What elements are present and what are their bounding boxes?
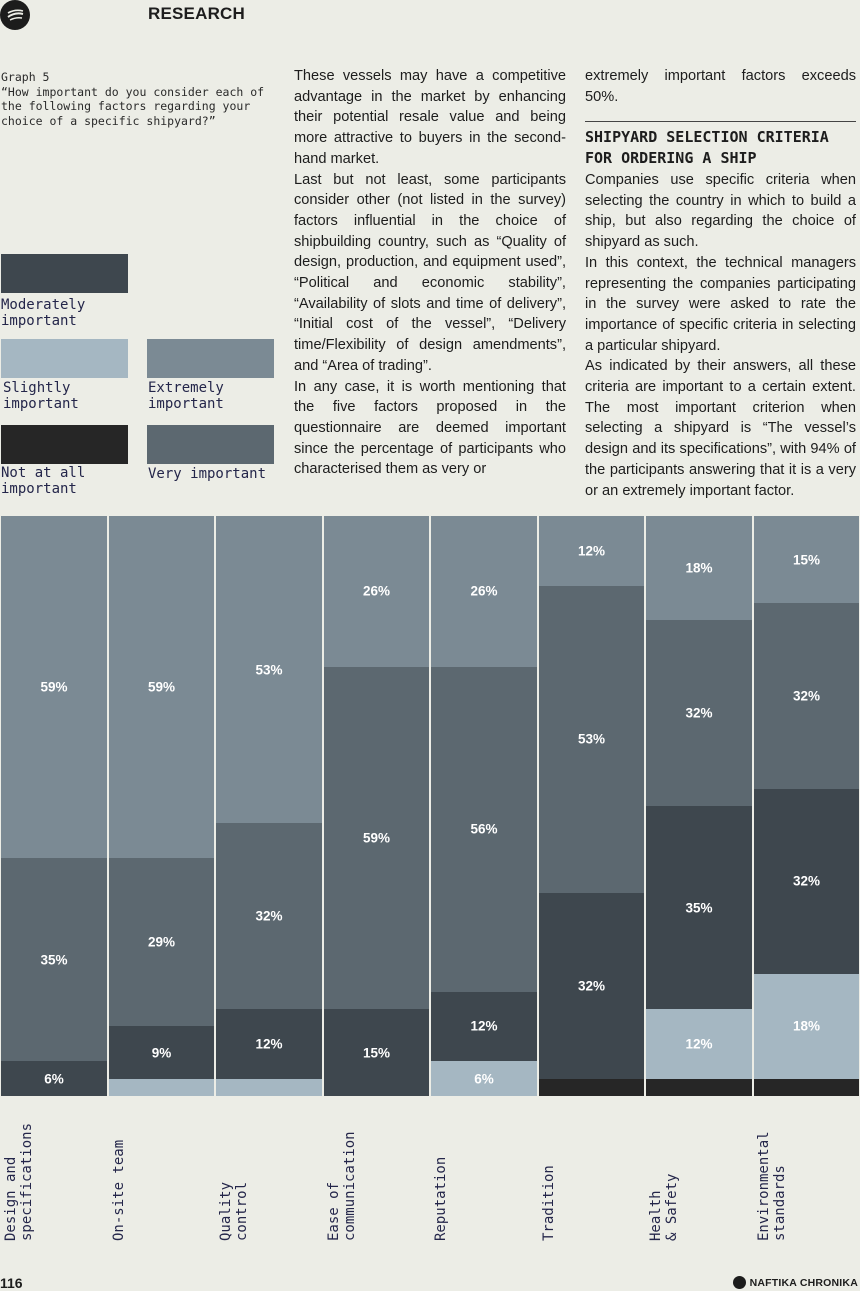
stacked-bar-chart: 6% 35% 59% 9% 29% 59% 12% 32% 53% 15% 59% 26% 6% 12% 5… [0,516,860,1096]
article-column-2: These vessels may have a competitive adv… [294,66,566,480]
data-label: 18% [685,560,713,576]
bar-segment [216,1009,322,1079]
brand-name: NAFTIKA CHRONIKA [749,1276,858,1289]
article-paragraph: In this context, the technical managers … [585,254,856,354]
bar-segment [216,823,322,1009]
legend-swatch-moderately [1,254,128,293]
bar-segment [539,893,644,1079]
data-label: 12% [255,1036,283,1052]
data-label: 15% [362,1045,391,1060]
data-label: 12% [470,1018,498,1034]
data-label: 6% [44,1071,64,1087]
legend-swatch-not-at-all [1,425,128,464]
section-divider [585,121,856,122]
legend-swatch-extremely [147,339,274,378]
data-label: 32% [255,908,283,924]
bar-segment [539,585,644,893]
legend-swatch-slightly [1,339,128,378]
data-label: 32% [577,978,606,994]
category-label: Design and specifications [3,1122,35,1241]
data-label: 59% [147,679,176,695]
graph-caption: Graph 5 “How important do you consider e… [1,70,281,128]
legend-label-moderately: Moderately important [1,297,86,329]
bar-segment [324,516,429,667]
data-label: 29% [147,934,176,950]
article-paragraph: These vessels may have a competitive adv… [294,68,566,167]
category-label: Quality control [218,1181,250,1241]
bar-segment [754,603,859,789]
data-label: 56% [470,821,498,837]
article-column-3-top: extremely important factors exceeds 50%. [585,66,856,107]
bar-segment [646,516,752,621]
logo-icon [0,0,30,30]
bar-segment [324,666,429,1009]
bar-segment [324,1009,429,1096]
category-label: Reputation [433,1156,449,1241]
bar-segment [216,1078,322,1096]
data-label: 53% [255,662,283,678]
article-paragraph: As indicated by their answers, all these… [585,358,856,499]
data-label: 59% [40,679,68,695]
legend-label-very: Very important [148,466,267,482]
article-paragraph: In any case, it is worth mentioning that… [294,378,566,478]
bar-segment [646,1009,752,1079]
section-title: RESEARCH [148,4,246,23]
bar-segment [539,516,644,586]
data-label: 12% [685,1036,713,1052]
category-label: Environmental standards [756,1131,788,1241]
category-label: Ease of communication [326,1131,358,1241]
bar-segment [539,1078,644,1096]
category-label: Health & Safety [648,1173,680,1241]
data-label: 6% [474,1071,494,1087]
bar-segment [754,974,859,1079]
article-paragraph: Companies use specific criteria when sel… [585,172,856,251]
bar-segment [754,516,859,603]
graph-question: “How important do you consider each of t… [1,84,265,128]
data-label: 35% [40,952,68,968]
article-column-3: Companies use specific criteria when sel… [585,170,856,501]
bar-segment [1,858,107,1062]
data-label: 18% [792,1018,821,1034]
brand: NAFTIKA CHRONIKA [732,1276,858,1289]
data-label: 53% [577,731,606,747]
data-label: 9% [151,1045,172,1060]
legend-swatch-very [147,425,274,464]
data-label: 32% [685,705,713,721]
bar-segment [109,1078,214,1096]
page-number: 116 [0,1275,23,1291]
data-label: 32% [792,688,821,704]
bar-segment [646,806,752,1009]
bar-segment [754,788,859,975]
bar-segment [109,858,214,1027]
data-label: 35% [685,900,713,915]
bar-segment [754,1078,859,1096]
legend-label-not-at-all: Not at all important [1,465,86,497]
bar-segment [109,516,214,859]
data-label: 59% [362,830,391,846]
legend-label-slightly: Slightly important [3,380,79,412]
bar-segment [431,516,537,667]
bar-segment [431,991,537,1062]
data-label: 26% [470,583,498,599]
data-label: 26% [362,583,391,599]
bar-segment [1,516,107,859]
bar-segment [109,1026,214,1079]
bar-segment [216,516,322,824]
data-label: 32% [792,873,821,889]
category-label: Tradition [541,1165,557,1241]
data-label: 15% [792,552,821,567]
data-label: 12% [577,543,606,559]
bar-segment [1,1061,107,1096]
section-heading: SHIPYARD SELECTION CRITERIA FOR ORDERING… [585,128,829,167]
bar-segment [646,620,752,806]
bar-segment [431,666,537,992]
category-label: On-site team [111,1139,127,1241]
legend-label-extremely: Extremely important [148,380,224,412]
brand-logo-icon [732,1276,746,1289]
article-paragraph: Last but not least, some participants co… [294,171,566,374]
article-paragraph: extremely important factors exceeds 50%. [585,68,856,105]
bar-segment [646,1078,752,1096]
bar-segment [431,1061,537,1096]
graph-number: Graph 5 [1,70,50,84]
